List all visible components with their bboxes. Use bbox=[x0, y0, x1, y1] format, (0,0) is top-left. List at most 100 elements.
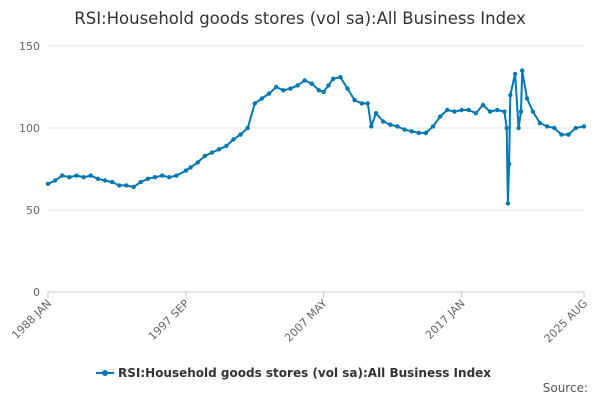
data-point[interactable] bbox=[117, 183, 122, 188]
data-point[interactable] bbox=[423, 130, 429, 136]
data-point[interactable] bbox=[545, 124, 550, 129]
data-point[interactable] bbox=[438, 114, 443, 119]
data-point[interactable] bbox=[167, 175, 172, 180]
data-point[interactable] bbox=[502, 109, 507, 114]
data-point[interactable] bbox=[459, 107, 464, 113]
series-line bbox=[47, 69, 585, 205]
chart-title: RSI:Household goods stores (vol sa):All … bbox=[74, 9, 526, 28]
data-point[interactable] bbox=[345, 86, 350, 91]
data-point[interactable] bbox=[266, 91, 272, 96]
data-point[interactable] bbox=[60, 173, 65, 178]
data-point[interactable] bbox=[145, 176, 150, 181]
data-point[interactable] bbox=[518, 109, 524, 114]
data-point[interactable] bbox=[81, 175, 86, 180]
data-point[interactable] bbox=[316, 88, 322, 93]
data-point[interactable] bbox=[409, 129, 414, 134]
data-point[interactable] bbox=[373, 111, 379, 116]
data-point[interactable] bbox=[252, 101, 257, 106]
data-point[interactable] bbox=[224, 143, 229, 149]
data-point[interactable] bbox=[508, 93, 513, 98]
data-point[interactable] bbox=[552, 125, 557, 131]
data-point[interactable] bbox=[88, 173, 94, 178]
data-point[interactable] bbox=[231, 137, 236, 142]
data-point[interactable] bbox=[45, 181, 51, 186]
data-point[interactable] bbox=[505, 201, 511, 206]
data-point[interactable] bbox=[512, 71, 518, 77]
data-point[interactable] bbox=[274, 84, 279, 90]
data-point[interactable] bbox=[480, 102, 486, 108]
data-point[interactable] bbox=[520, 68, 525, 73]
x-axis: 1988 JAN 1997 SEP 2007 MAY 2017 JAN 2025 AUG bbox=[9, 292, 590, 345]
data-point[interactable] bbox=[74, 173, 79, 178]
x-tick-label: 2017 JAN bbox=[423, 297, 468, 342]
data-point[interactable] bbox=[309, 81, 314, 86]
data-point[interactable] bbox=[188, 165, 193, 170]
data-point[interactable] bbox=[152, 175, 158, 180]
data-point[interactable] bbox=[138, 179, 143, 185]
data-point[interactable] bbox=[452, 109, 457, 114]
data-point[interactable] bbox=[524, 96, 530, 101]
data-point[interactable] bbox=[566, 132, 571, 137]
data-point[interactable] bbox=[202, 153, 208, 159]
data-point[interactable] bbox=[238, 132, 243, 137]
data-point[interactable] bbox=[326, 83, 331, 88]
data-point[interactable] bbox=[174, 173, 179, 178]
data-point[interactable] bbox=[338, 75, 343, 80]
data-point[interactable] bbox=[288, 86, 293, 91]
data-point[interactable] bbox=[445, 107, 450, 113]
data-point[interactable] bbox=[352, 97, 357, 103]
data-point[interactable] bbox=[67, 175, 72, 180]
data-point[interactable] bbox=[195, 160, 200, 165]
data-point[interactable] bbox=[52, 178, 58, 183]
legend-point-marker bbox=[102, 370, 108, 376]
data-point[interactable] bbox=[159, 173, 165, 178]
x-tick-label: 1997 SEP bbox=[146, 297, 192, 343]
data-point[interactable] bbox=[209, 150, 215, 155]
data-point[interactable] bbox=[559, 132, 564, 137]
y-axis: 0 50 100 150 bbox=[19, 40, 40, 299]
data-point[interactable] bbox=[124, 183, 129, 188]
data-point[interactable] bbox=[402, 127, 407, 132]
data-point[interactable] bbox=[216, 147, 222, 152]
data-point[interactable] bbox=[183, 168, 189, 173]
data-point[interactable] bbox=[395, 124, 400, 129]
data-point[interactable] bbox=[516, 125, 521, 131]
data-point[interactable] bbox=[359, 101, 364, 106]
data-point[interactable] bbox=[388, 122, 393, 127]
data-point[interactable] bbox=[573, 125, 578, 131]
x-tick-label: 2007 MAY bbox=[282, 297, 330, 345]
y-tick-label: 100 bbox=[19, 122, 40, 135]
y-tick-label: 0 bbox=[33, 286, 40, 299]
data-point[interactable] bbox=[95, 176, 101, 181]
data-point[interactable] bbox=[110, 179, 115, 185]
data-point[interactable] bbox=[506, 161, 512, 167]
data-point[interactable] bbox=[581, 124, 587, 129]
y-tick-label: 50 bbox=[26, 204, 40, 217]
data-point[interactable] bbox=[259, 96, 265, 101]
data-point[interactable] bbox=[245, 125, 250, 131]
data-point[interactable] bbox=[380, 119, 386, 124]
data-point[interactable] bbox=[102, 178, 108, 183]
data-point[interactable] bbox=[495, 107, 500, 113]
grid-lines bbox=[48, 45, 584, 293]
data-point[interactable] bbox=[302, 78, 307, 83]
data-point[interactable] bbox=[331, 76, 336, 82]
data-point[interactable] bbox=[530, 109, 536, 114]
data-point[interactable] bbox=[416, 130, 421, 136]
data-point[interactable] bbox=[430, 124, 436, 129]
data-point[interactable] bbox=[369, 124, 374, 129]
data-point[interactable] bbox=[504, 125, 509, 131]
legend-item-label: RSI:Household goods stores (vol sa):All … bbox=[118, 366, 491, 380]
data-point[interactable] bbox=[321, 89, 326, 95]
data-point[interactable] bbox=[473, 111, 478, 116]
data-point[interactable] bbox=[466, 107, 471, 113]
legend[interactable]: RSI:Household goods stores (vol sa):All … bbox=[96, 366, 491, 380]
data-point[interactable] bbox=[537, 120, 543, 126]
data-point[interactable] bbox=[295, 83, 300, 88]
data-point[interactable] bbox=[281, 88, 286, 93]
data-point[interactable] bbox=[131, 184, 136, 190]
data-point[interactable] bbox=[487, 109, 493, 114]
x-tick-label: 1988 JAN bbox=[9, 297, 54, 342]
data-point[interactable] bbox=[365, 101, 370, 106]
